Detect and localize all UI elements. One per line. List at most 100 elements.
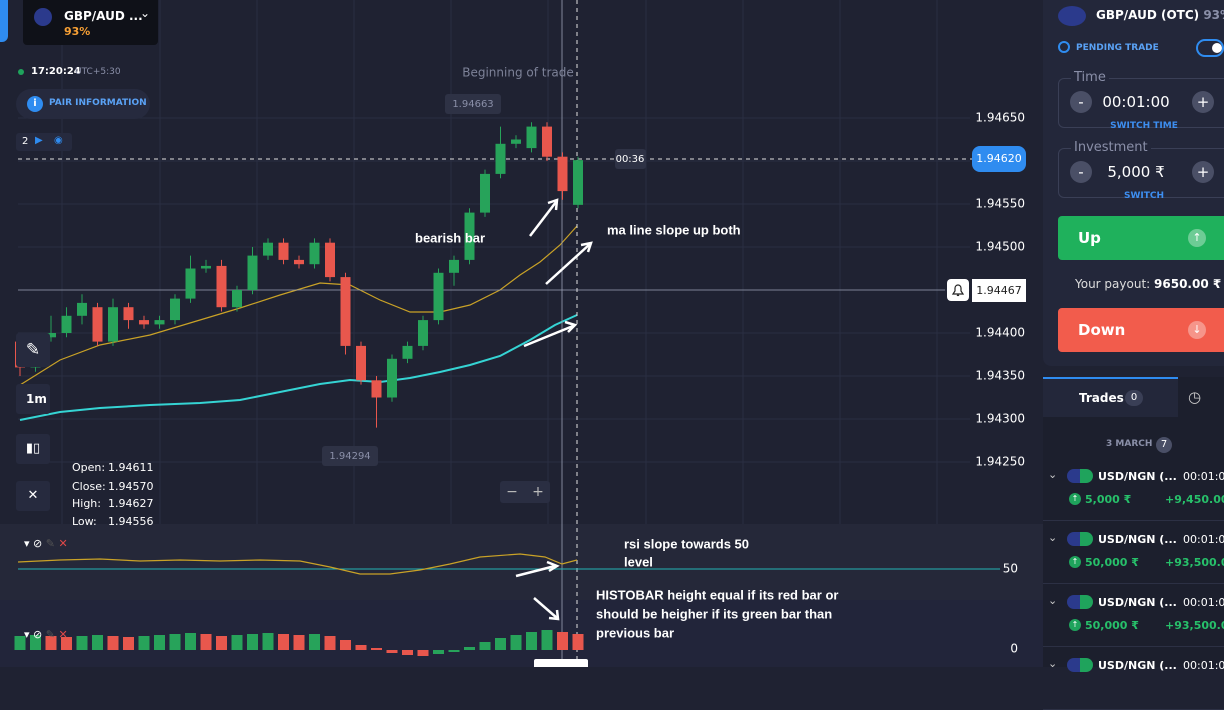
investment-plus[interactable]: + bbox=[1192, 161, 1214, 183]
trade-amount: 50,000 ₹ bbox=[1085, 556, 1139, 569]
candle-body bbox=[154, 320, 165, 325]
high-badge bbox=[445, 94, 501, 114]
trade-profit: +93,500.00 ₹ bbox=[1165, 556, 1224, 569]
histogram-bar bbox=[541, 630, 553, 650]
payout-label: Your payout: bbox=[1075, 277, 1151, 291]
up-label: Up bbox=[1078, 229, 1101, 247]
up-button[interactable]: Up ↑ bbox=[1058, 216, 1224, 260]
trade-item[interactable]: ⌄ USD/NGN (... 00:01:00 ↑ 50,000 ₹ +93,500.00… bbox=[1043, 584, 1224, 647]
trades-tab[interactable]: Trades 0 bbox=[1043, 377, 1178, 417]
zoom-out[interactable]: − bbox=[506, 484, 518, 500]
pair-selector[interactable]: GBP/AUD ... ⌄ 93% bbox=[23, 0, 158, 45]
time-badge bbox=[534, 659, 588, 667]
date-label: 3 MARCH bbox=[1106, 439, 1153, 449]
histogram-bar bbox=[262, 633, 274, 650]
histogram-bar bbox=[572, 634, 584, 650]
trade-item[interactable]: ⌄ USD/NGN (... 00:01:00 bbox=[1043, 647, 1224, 710]
expand-icon: ⌄ bbox=[1048, 594, 1058, 607]
ohlc-value: 1.94611 bbox=[108, 461, 154, 474]
trade-panel bbox=[1043, 0, 1224, 366]
histogram-bar bbox=[14, 636, 26, 650]
history-tab[interactable]: ◷ bbox=[1188, 388, 1202, 406]
chevron: ⌄ bbox=[140, 6, 151, 20]
histogram-bar bbox=[169, 634, 181, 650]
alert-button[interactable] bbox=[947, 279, 969, 301]
annotation: HISTOBAR height equal if its red bar or bbox=[596, 587, 838, 602]
histogram-controls[interactable]: ▾ ⊘ ✎ ✕ bbox=[24, 628, 68, 641]
candle-body bbox=[108, 307, 118, 342]
switch-currency[interactable]: SWITCH bbox=[1123, 191, 1165, 201]
pair-flags bbox=[1067, 532, 1093, 546]
up-icon: ↑ bbox=[1069, 556, 1081, 568]
annotation-arrows bbox=[515, 198, 593, 621]
histogram-bar bbox=[402, 650, 413, 655]
candle-body bbox=[371, 380, 382, 398]
histogram-bar bbox=[386, 650, 398, 653]
panel-pair-name: GBP/AUD (OTC) bbox=[1096, 8, 1200, 22]
candle-body bbox=[201, 265, 211, 269]
y-tick-label: 1.94250 bbox=[975, 455, 1025, 469]
chart-type-button[interactable]: ▮▯ bbox=[16, 434, 50, 464]
time-minus[interactable]: - bbox=[1070, 91, 1092, 113]
cursor-price: 1.94467 bbox=[976, 284, 1022, 297]
trades-tab-label: Trades bbox=[1079, 391, 1124, 405]
countdown: 00:36 bbox=[616, 154, 645, 165]
investment-value[interactable]: 5,000 ₹ bbox=[1107, 163, 1165, 181]
ohlc-label: Low: bbox=[72, 515, 97, 528]
trade-item[interactable]: ⌄ USD/NGN (... 00:01:00 ↑ 50,000 ₹ +93,500.00… bbox=[1043, 521, 1224, 584]
candle-body bbox=[402, 345, 413, 359]
pair-info-button[interactable]: i PAIR INFORMATION bbox=[16, 89, 150, 119]
investment-minus[interactable]: - bbox=[1070, 161, 1092, 183]
annotation: should be heigher if its green bar than bbox=[596, 606, 832, 621]
trade-time: 00:01:00 bbox=[1183, 596, 1224, 609]
annotation: previous bar bbox=[596, 625, 674, 640]
candle-body bbox=[61, 315, 72, 333]
annotation: bearish bar bbox=[415, 230, 485, 245]
zoom-controls bbox=[500, 481, 550, 503]
histogram-bar bbox=[138, 636, 150, 650]
histogram-bar bbox=[557, 632, 568, 650]
clock-time: 17:20:24 bbox=[31, 66, 81, 77]
down-icon: ↓ bbox=[1188, 321, 1206, 339]
pending-toggle[interactable] bbox=[1196, 39, 1224, 57]
panel-pair: GBP/AUD (OTC) 93% bbox=[1096, 8, 1224, 22]
ohlc-label: High: bbox=[72, 497, 101, 510]
trade-item[interactable]: ⌄ USD/NGN (... 00:01:00 ↑ 5,000 ₹ +9,450.00 ₹ bbox=[1043, 458, 1224, 521]
annotation: ma line slope up both bbox=[607, 222, 741, 237]
rsi-level-label: 50 bbox=[1003, 562, 1018, 576]
live-dot bbox=[18, 69, 24, 75]
up-icon: ↑ bbox=[1069, 619, 1081, 631]
down-button[interactable]: Down ↓ bbox=[1058, 308, 1224, 352]
candle-body bbox=[77, 302, 87, 316]
histogram-bar bbox=[231, 635, 243, 650]
histogram-bar bbox=[464, 647, 475, 650]
candle-body bbox=[356, 345, 366, 381]
ohlc-label: Close: bbox=[72, 480, 106, 493]
histogram-bar bbox=[433, 650, 444, 654]
up-icon: ↑ bbox=[1069, 493, 1081, 505]
countdown-badge bbox=[615, 149, 646, 169]
panel-payout: 93% bbox=[1203, 8, 1224, 22]
investment-label: Investment bbox=[1071, 140, 1151, 155]
candle-body bbox=[557, 156, 568, 192]
rsi-controls[interactable]: ▾ ⊘ ✎ ✕ bbox=[24, 537, 68, 550]
histogram-bar bbox=[76, 636, 88, 650]
trade-amount: 5,000 ₹ bbox=[1085, 493, 1132, 506]
histogram-bar bbox=[495, 638, 506, 650]
histogram-bar bbox=[526, 632, 537, 650]
trade-pair: USD/NGN (... bbox=[1098, 470, 1177, 483]
timeframe-button[interactable]: 1m bbox=[16, 384, 50, 414]
indicator-toggle[interactable]: 2 ▶ ◉ bbox=[16, 133, 72, 151]
time-value[interactable]: 00:01:00 bbox=[1102, 93, 1170, 111]
zoom-in[interactable]: + bbox=[532, 484, 544, 500]
time-plus[interactable]: + bbox=[1192, 91, 1214, 113]
indicators-button[interactable]: ✕ bbox=[16, 481, 50, 511]
candle-body bbox=[542, 126, 552, 157]
trades-count: 0 bbox=[1125, 390, 1143, 406]
candle-body bbox=[433, 272, 444, 321]
histogram-bar bbox=[154, 635, 165, 650]
draw-tool[interactable]: ✎ bbox=[16, 333, 50, 367]
down-label: Down bbox=[1078, 321, 1126, 339]
y-tick-label: 1.94650 bbox=[975, 111, 1025, 125]
switch-time[interactable]: SWITCH TIME bbox=[1110, 121, 1178, 131]
